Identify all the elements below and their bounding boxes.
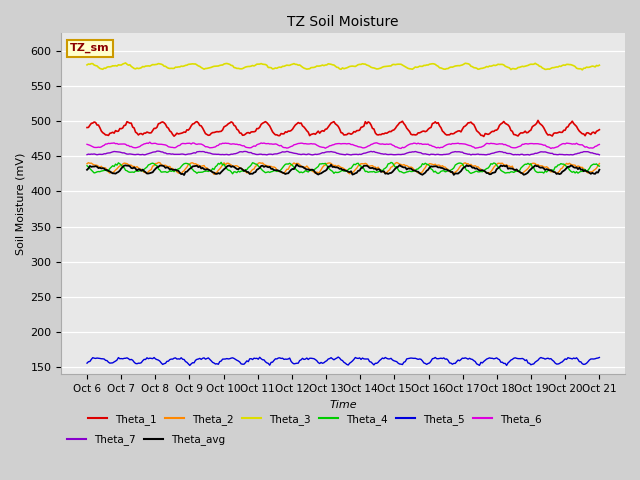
Legend: Theta_7, Theta_avg: Theta_7, Theta_avg [63, 430, 229, 449]
Text: TZ_sm: TZ_sm [70, 43, 109, 53]
Y-axis label: Soil Moisture (mV): Soil Moisture (mV) [15, 153, 25, 255]
Title: TZ Soil Moisture: TZ Soil Moisture [287, 15, 399, 29]
X-axis label: Time: Time [330, 400, 357, 409]
